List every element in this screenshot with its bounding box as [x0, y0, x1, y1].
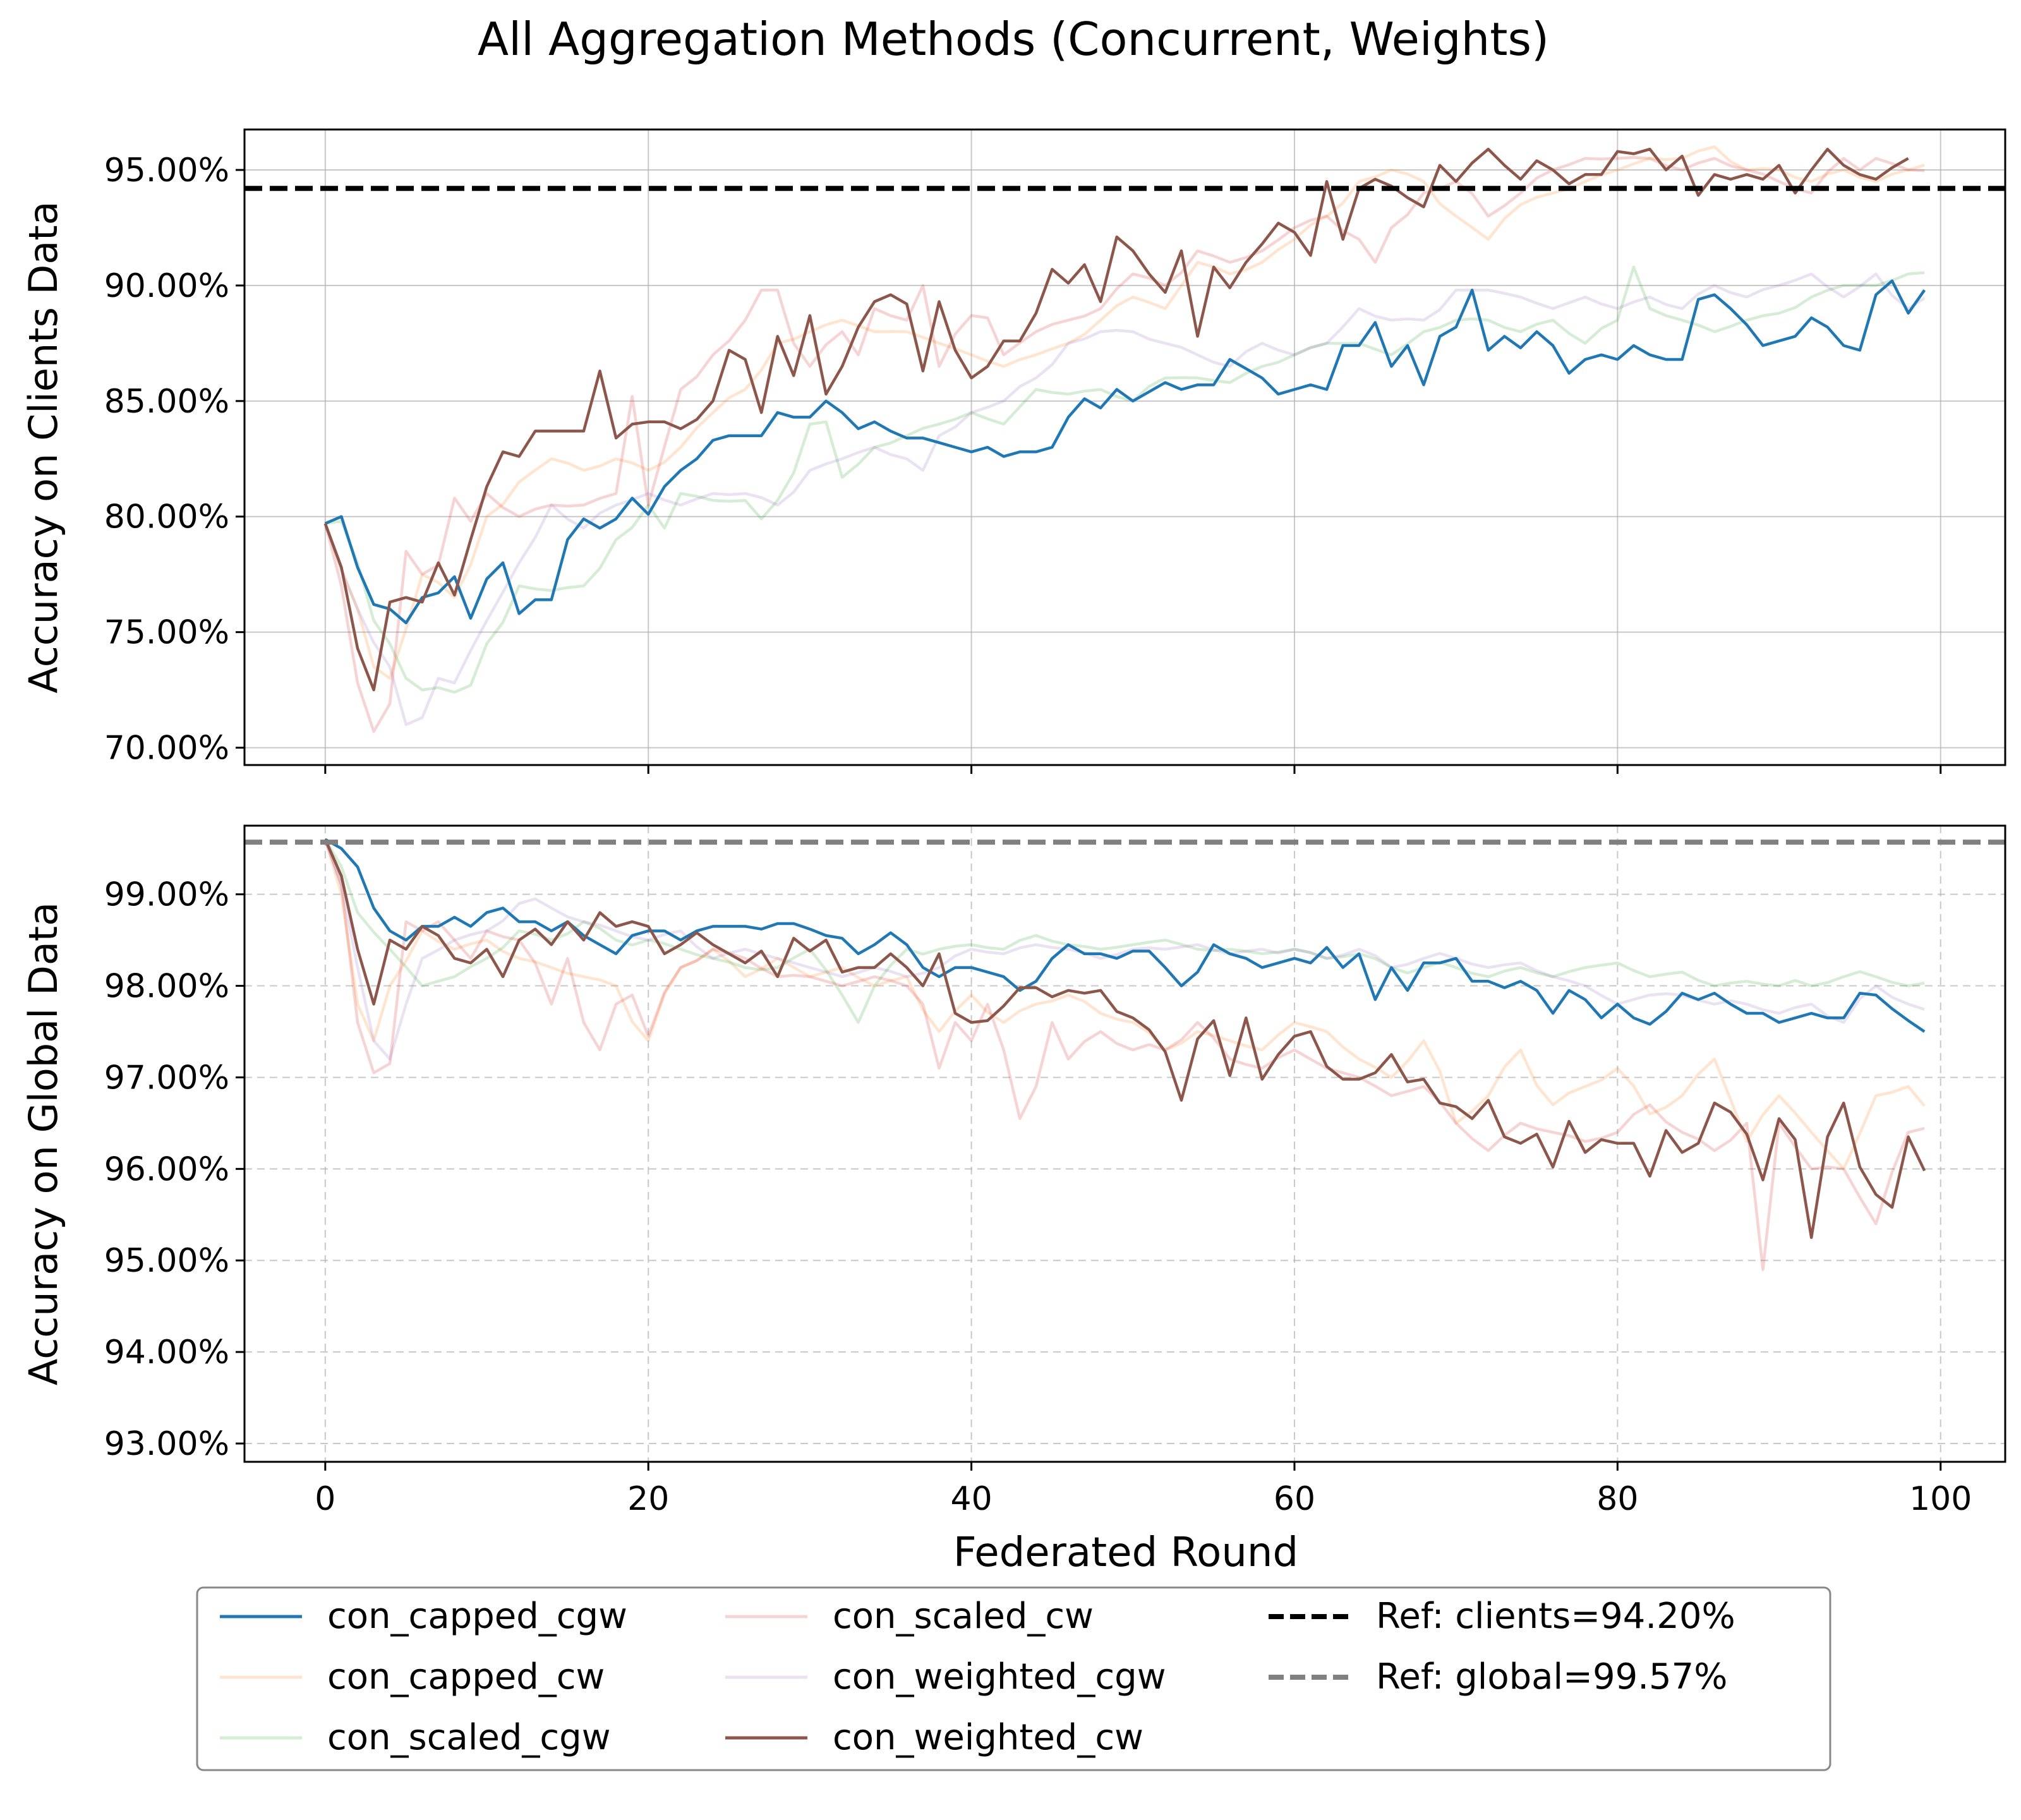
x-tick-label: 0: [315, 1480, 335, 1518]
chart-title: All Aggregation Methods (Concurrent, Wei…: [478, 13, 1549, 66]
y-tick-label: 85.00%: [104, 383, 229, 421]
y-tick-label: 75.00%: [104, 614, 229, 652]
series-line-con_capped_cw: [323, 839, 1926, 1171]
legend-label: Ref: global=99.57%: [1376, 1656, 1727, 1697]
y-tick-label: 95.00%: [104, 152, 229, 190]
legend-label: con_weighted_cgw: [833, 1656, 1166, 1697]
series-line-con_scaled_cgw: [325, 265, 1925, 694]
legend-label: con_scaled_cgw: [327, 1717, 611, 1758]
series-line-con_weighted_cgw: [323, 838, 1925, 1061]
legend-label: Ref: clients=94.20%: [1376, 1596, 1735, 1637]
y-tick-label: 99.00%: [104, 876, 229, 914]
y-tick-label: 70.00%: [104, 730, 229, 768]
legend-label: con_capped_cw: [327, 1656, 605, 1697]
x-tick-label: 100: [1909, 1480, 1972, 1518]
legend-label: con_capped_cgw: [327, 1596, 627, 1637]
series-line-con_weighted_cw: [323, 838, 1926, 1239]
y-axis-label: Accuracy on Global Data: [20, 902, 66, 1385]
legend-label: con_weighted_cw: [833, 1717, 1143, 1758]
axes-frame: [243, 824, 2006, 1463]
series-line-con_weighted_cw: [323, 147, 1909, 692]
y-tick-label: 96.00%: [104, 1150, 229, 1188]
x-axis-label: Federated Round: [953, 1529, 1298, 1576]
top-panel-clients: 70.00% 75.00% 80.00% 85.00% 90.00% 95.00% Accu…: [20, 128, 2006, 774]
y-tick-label: 90.00%: [104, 267, 229, 305]
series-line-con_scaled_cw: [323, 156, 1925, 733]
legend: con_capped_cgw con_scaled_cw Ref: clients=…: [196, 1586, 1831, 1771]
y-tick-label: 93.00%: [104, 1425, 229, 1463]
y-tick-label: 94.00%: [104, 1334, 229, 1371]
x-tick-label: 60: [1274, 1480, 1315, 1518]
series-line-con_weighted_cgw: [323, 272, 1926, 726]
legend-frame: [196, 1586, 1831, 1771]
y-tick-label: 97.00%: [104, 1059, 229, 1097]
series-line-con_capped_cgw: [324, 279, 1926, 625]
legend-label: con_scaled_cw: [833, 1596, 1094, 1637]
series-line-con_scaled_cw: [323, 838, 1925, 1271]
bottom-panel-global: 93.00% 94.00% 95.00% 96.00% 97.00% 98.00% 99.0…: [20, 824, 2006, 1518]
x-tick-label: 80: [1596, 1480, 1638, 1518]
axes-frame: [243, 128, 2006, 766]
y-tick-label: 95.00%: [104, 1242, 229, 1280]
x-tick-label: 40: [951, 1480, 992, 1518]
y-tick-label: 80.00%: [104, 498, 229, 536]
y-tick-label: 98.00%: [104, 968, 229, 1006]
series-line-con_capped_cgw: [324, 838, 1926, 1033]
y-axis-label: Accuracy on Clients Data: [20, 201, 66, 693]
x-tick-label: 20: [627, 1480, 669, 1518]
